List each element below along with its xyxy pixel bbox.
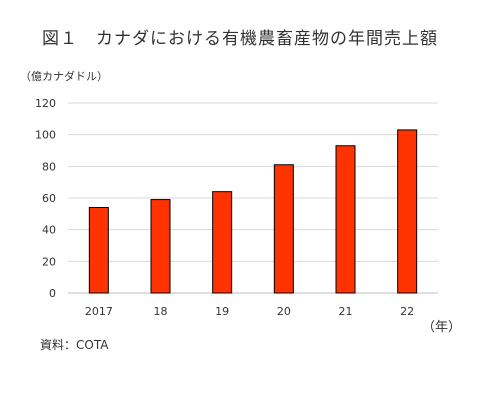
y-tick-label: 40 bbox=[42, 224, 56, 237]
source-note: 資料：COTA bbox=[40, 338, 109, 352]
y-tick-label: 60 bbox=[42, 192, 56, 205]
x-tick-label: 19 bbox=[215, 305, 229, 318]
y-tick-label: 20 bbox=[42, 255, 56, 268]
y-tick-label: 80 bbox=[42, 160, 56, 173]
gridlines bbox=[68, 102, 438, 294]
chart-title: 図１ カナダにおける有機農畜産物の年間売上額 bbox=[42, 29, 438, 49]
x-tick-label: 21 bbox=[339, 305, 353, 318]
x-tick-label: 20 bbox=[277, 305, 291, 318]
bar-22 bbox=[397, 129, 418, 294]
y-axis-ticks: 0 20 40 60 80 100 120 bbox=[35, 97, 56, 300]
x-tick-label: 18 bbox=[154, 305, 168, 318]
x-axis-ticks: 2017 18 19 20 21 22 bbox=[85, 305, 414, 318]
y-tick-label: 0 bbox=[49, 287, 56, 300]
x-tick-label: 22 bbox=[400, 305, 414, 318]
bar-20 bbox=[273, 164, 294, 294]
bar-18 bbox=[150, 199, 171, 294]
bar-21 bbox=[335, 145, 356, 294]
y-tick-label: 100 bbox=[35, 129, 56, 142]
x-axis-unit-label: （年） bbox=[422, 320, 462, 335]
x-tick-label: 2017 bbox=[85, 305, 113, 318]
y-axis-unit-label: （億カナダドル） bbox=[20, 70, 108, 83]
y-tick-label: 120 bbox=[35, 97, 56, 110]
bar-19 bbox=[212, 191, 233, 294]
bars bbox=[88, 129, 418, 294]
bar-2017 bbox=[88, 207, 109, 294]
